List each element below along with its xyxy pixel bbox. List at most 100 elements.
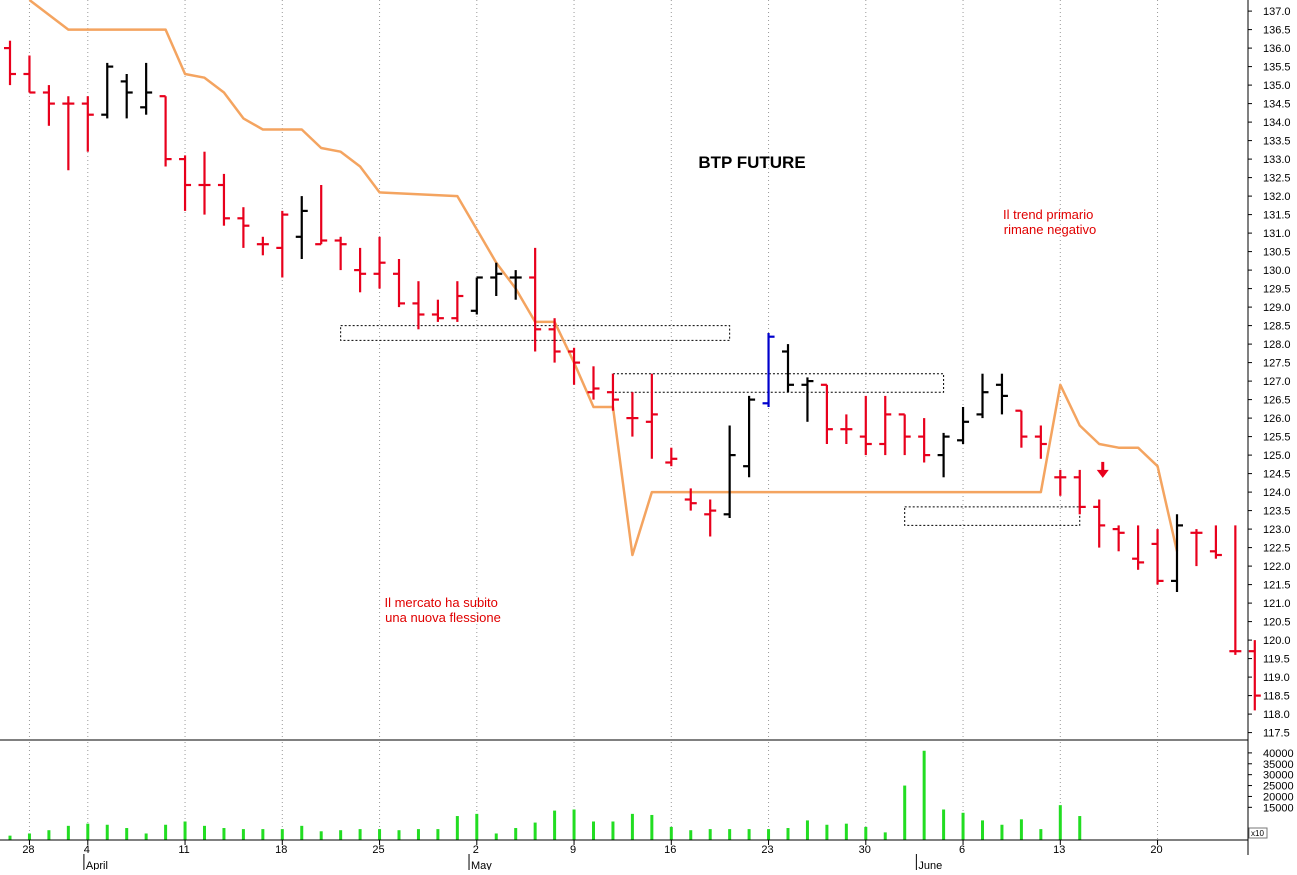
ohlc-bar [120, 74, 133, 119]
ohlc-bar [1248, 640, 1261, 711]
y-tick-label: 133.5 [1263, 136, 1291, 148]
y-tick-label: 120.0 [1263, 635, 1291, 647]
ohlc-bar [840, 414, 853, 444]
y-tick-label: 130.5 [1263, 247, 1291, 259]
x-month-label: June [918, 860, 942, 870]
annotation-trend-line2: rimane negativo [1004, 222, 1097, 237]
trailing-stop-line [28, 0, 1179, 557]
ohlc-bar [179, 155, 192, 211]
vol-y-tick-label: 35000 [1263, 759, 1294, 771]
ohlc-bar [1171, 514, 1183, 592]
x-tick-label: 28 [22, 844, 34, 856]
ohlc-bar [256, 236, 269, 256]
ohlc-bar [1112, 525, 1125, 552]
resistance-box [340, 325, 731, 341]
y-tick-label: 121.5 [1263, 580, 1291, 592]
vol-y-tick-label: 25000 [1263, 781, 1294, 793]
ohlc-bar [62, 96, 75, 171]
annotation-market-line1: Il mercato ha subito [384, 595, 497, 610]
ohlc-bar [859, 395, 872, 456]
x-tick-label: 4 [84, 844, 90, 856]
ohlc-bar [334, 236, 347, 271]
ohlc-bar [1093, 499, 1106, 548]
ohlc-bars [4, 40, 1261, 711]
annotation-trend: Il trend primario rimane negativo [1003, 207, 1097, 237]
ohlc-bar [237, 207, 250, 248]
y-tick-label: 127.0 [1263, 376, 1291, 388]
ohlc-bar [81, 96, 94, 152]
x-tick-label: 20 [1150, 844, 1162, 856]
trailing-line [28, 0, 1179, 557]
annotation-market: Il mercato ha subito una nuova flessione [384, 595, 501, 625]
ohlc-bar [801, 377, 814, 422]
x-tick-label: 23 [761, 844, 773, 856]
annotation-trend-line1: Il trend primario [1003, 207, 1093, 222]
y-tick-label: 136.0 [1263, 43, 1291, 55]
y-tick-label: 134.5 [1263, 99, 1291, 111]
ohlc-bar [509, 270, 522, 300]
vol-unit-label: x10 [1251, 829, 1264, 838]
x-tick-label: 9 [570, 844, 576, 856]
x-tick-label: 30 [859, 844, 871, 856]
y-tick-label: 136.5 [1263, 25, 1291, 37]
y-tick-label: 126.0 [1263, 413, 1291, 425]
ohlc-bar [1229, 525, 1242, 655]
ohlc-bar [431, 299, 444, 322]
ohlc-bar [470, 276, 483, 315]
x-tick-label: 18 [275, 844, 287, 856]
ohlc-bar [490, 262, 503, 296]
x-month-label: April [86, 860, 108, 870]
ohlc-bar [276, 210, 289, 278]
y-tick-label: 135.5 [1263, 62, 1291, 74]
y-tick-label: 134.0 [1263, 117, 1291, 129]
ohlc-bar [898, 413, 911, 456]
y-tick-label: 122.5 [1263, 543, 1291, 555]
ohlc-bar [782, 344, 794, 393]
ohlc-bar [1054, 469, 1067, 496]
ohlc-bar [743, 395, 756, 478]
y-tick-label: 119.0 [1263, 672, 1290, 684]
ohlc-bar [762, 333, 775, 407]
ohlc-bar [587, 366, 600, 400]
y-tick-label: 122.0 [1263, 561, 1291, 573]
arrow-head [1096, 469, 1109, 478]
ohlc-bar [159, 95, 172, 167]
vol-y-tick-label: 15000 [1263, 802, 1294, 814]
ohlc-bar [4, 40, 16, 86]
y-tick-label: 121.0 [1263, 598, 1291, 610]
vol-y-tick-label: 20000 [1263, 791, 1294, 803]
ohlc-bar [879, 395, 892, 456]
x-tick-label: 6 [959, 844, 965, 856]
chart-title: BTP FUTURE [698, 153, 805, 172]
y-tick-label: 128.0 [1263, 339, 1291, 351]
y-tick-label: 130.0 [1263, 265, 1291, 277]
ohlc-bar [723, 425, 736, 518]
ohlc-bar [295, 196, 308, 259]
y-tick-label: 133.0 [1263, 154, 1291, 166]
grid [28, 0, 1159, 840]
ohlc-bar [665, 447, 678, 467]
ohlc-bar [704, 499, 717, 537]
ohlc-bar [373, 236, 386, 289]
vol-y-tick-label: 40000 [1263, 748, 1294, 760]
y-tick-label: 132.5 [1263, 173, 1291, 185]
ohlc-bar [1034, 425, 1047, 459]
ohlc-bar [568, 347, 581, 385]
ohlc-bar [354, 247, 367, 293]
y-tick-label: 119.5 [1263, 654, 1290, 666]
ohlc-bar [918, 418, 931, 463]
down-arrow-icon [1096, 461, 1109, 478]
ohlc-bar [1073, 469, 1086, 515]
y-tick-label: 129.0 [1263, 302, 1291, 314]
y-tick-label: 125.5 [1263, 432, 1291, 444]
y-tick-label: 127.5 [1263, 358, 1291, 370]
ohlc-bar [957, 407, 970, 444]
ohlc-bar [198, 151, 211, 215]
ohlc-bar [976, 373, 989, 419]
y-tick-label: 123.5 [1263, 506, 1291, 518]
y-tick-label: 126.5 [1263, 395, 1291, 407]
x-tick-label: 11 [178, 844, 189, 856]
support-resistance-boxes [340, 325, 1081, 526]
